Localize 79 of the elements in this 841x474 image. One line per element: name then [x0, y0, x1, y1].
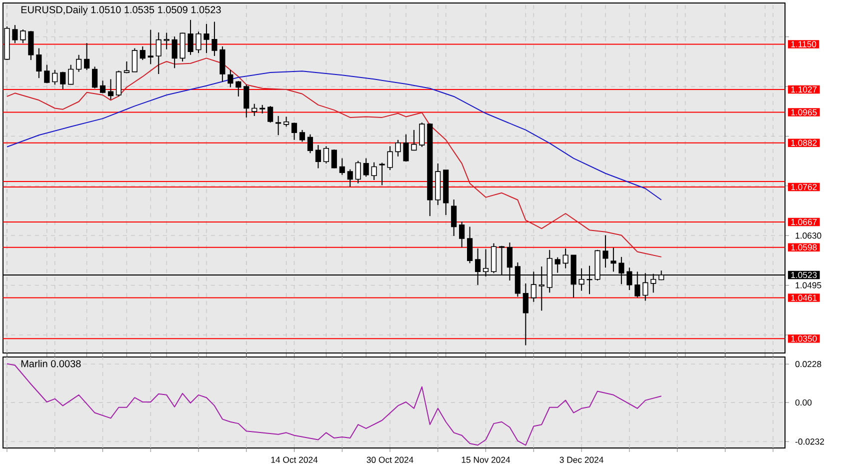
candlestick: [140, 46, 146, 61]
candlestick: [124, 61, 130, 74]
candlestick: [76, 54, 82, 72]
candlestick: [307, 134, 314, 154]
candlestick: [36, 48, 42, 79]
candlestick: [228, 69, 234, 88]
y-tick-label: 0.0228: [795, 361, 822, 368]
candlestick: [347, 168, 353, 188]
candlestick: [244, 84, 250, 118]
x-tick-label: 30 Oct 2024: [366, 456, 414, 463]
candlestick: [459, 221, 465, 248]
x-tick-label: 15 Nov 2024: [462, 456, 510, 463]
ref-line-label: 1.0965: [791, 109, 817, 116]
candlestick: [188, 19, 194, 56]
candlestick: [44, 64, 50, 84]
candlestick: [371, 162, 377, 181]
candlestick: [602, 234, 608, 268]
y-tick-label: 1.0495: [796, 282, 822, 288]
candlestick: [562, 248, 568, 269]
y-tick-label: 0.00: [795, 399, 812, 406]
candlestick: [52, 69, 58, 86]
candlestick: [212, 21, 218, 56]
candlestick: [132, 48, 138, 72]
candlestick: [252, 103, 258, 116]
candlestick: [108, 78, 114, 100]
candlestick: [379, 162, 385, 186]
candlestick: [236, 80, 242, 97]
candlestick: [331, 148, 337, 169]
ref-line-label: 1.0882: [791, 140, 817, 146]
candlestick: [116, 70, 122, 97]
candlestick: [411, 129, 417, 152]
ref-line-label: 1.0350: [791, 336, 817, 342]
candlestick: [419, 122, 425, 148]
chart-title: Marlin 0.0038: [21, 360, 81, 368]
candlestick: [20, 28, 26, 44]
candlestick: [323, 146, 329, 164]
candlestick: [204, 23, 210, 54]
candlestick: [164, 32, 170, 50]
candlestick: [92, 66, 98, 89]
candlestick: [156, 32, 162, 75]
candlestick: [28, 30, 34, 61]
y-tick-label: -0.0232: [795, 438, 824, 445]
candlestick: [451, 199, 457, 236]
y-tick-label: 1.0630: [796, 232, 822, 239]
candlestick: [395, 139, 401, 157]
candlestick: [299, 129, 306, 142]
ref-line-label: 1.0762: [791, 184, 817, 190]
candlestick: [60, 71, 66, 90]
ref-line-label: 1.0598: [791, 244, 817, 250]
x-tick-label: 14 Oct 2024: [271, 456, 318, 463]
ref-line-label: 1.1027: [791, 86, 817, 93]
candlestick: [291, 122, 298, 140]
candlestick: [522, 282, 528, 346]
candlestick: [363, 158, 369, 178]
candlestick: [467, 226, 473, 264]
candlestick: [315, 144, 321, 169]
candlestick: [283, 116, 290, 128]
candlestick: [387, 146, 393, 171]
ref-line-label: 1.0461: [791, 294, 817, 301]
candlestick: [172, 36, 178, 69]
x-tick-label: 3 Dec 2024: [560, 456, 604, 463]
candlestick: [84, 42, 90, 70]
candlestick: [339, 158, 345, 176]
ref-line-label: 1.0523: [791, 272, 817, 278]
candlestick: [276, 115, 282, 136]
candlestick: [268, 106, 274, 124]
line-series: [6, 70, 662, 200]
chart-title: EURUSD,Daily 1.0510 1.0535 1.0509 1.0523: [21, 6, 221, 16]
line-series: [6, 58, 662, 258]
candlestick: [610, 247, 616, 272]
candlestick: [196, 31, 202, 54]
candlestick: [68, 64, 74, 86]
candlestick: [355, 160, 361, 184]
candlestick: [148, 29, 154, 65]
candlestick: [100, 80, 106, 94]
candlestick: [403, 134, 409, 162]
ref-line-label: 1.0667: [791, 218, 817, 226]
ref-line-label: 1.1150: [791, 41, 816, 48]
candlestick: [12, 24, 18, 44]
